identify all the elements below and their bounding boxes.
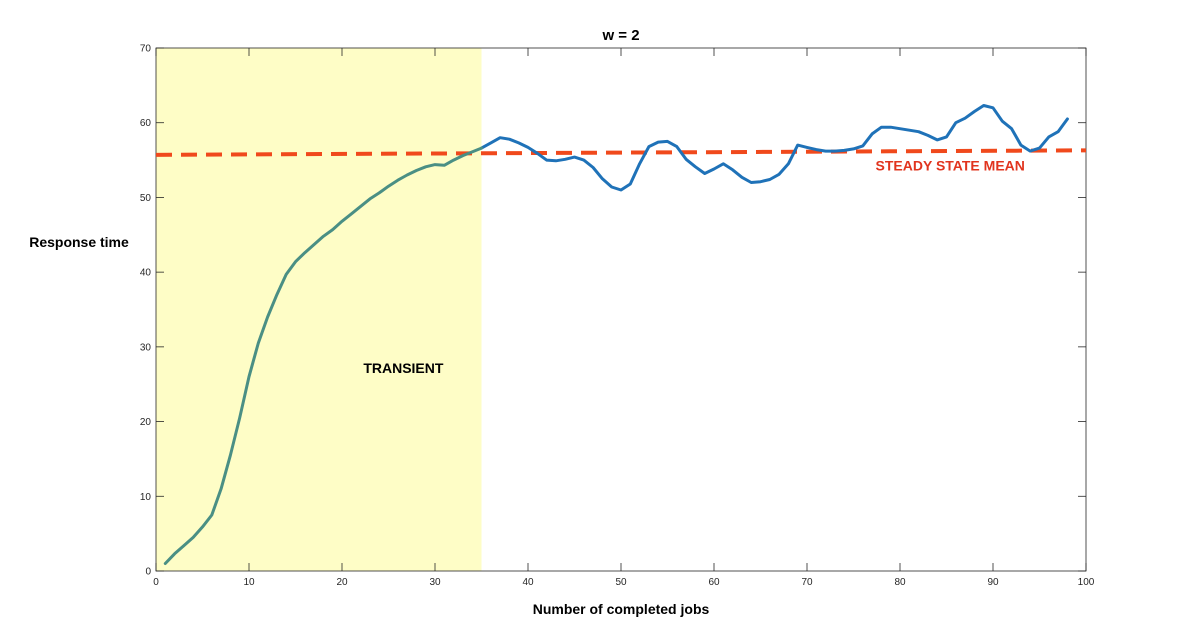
series-line-steady (480, 104, 1069, 192)
x-tick-label: 80 (894, 577, 906, 588)
x-tick-label: 30 (429, 577, 441, 588)
y-tick-label: 50 (140, 193, 152, 204)
x-tick-label: 20 (336, 577, 348, 588)
x-tick-label: 0 (153, 577, 159, 588)
y-tick-label: 70 (140, 44, 152, 55)
y-tick-label: 0 (145, 567, 151, 578)
x-tick-label: 90 (987, 577, 999, 588)
x-tick-label: 40 (522, 577, 534, 588)
x-tick-label: 100 (1078, 577, 1095, 588)
series-line-transient (163, 146, 483, 565)
y-tick-label: 30 (140, 342, 152, 353)
axis-ticks: 0 10 20 30 40 50 60 70 80 90 100 0 10 20 30 40 50 60 70 (140, 44, 1095, 589)
y-tick-label: 60 (140, 118, 152, 129)
x-tick-label: 10 (243, 577, 255, 588)
y-tick-label: 20 (140, 417, 152, 428)
chart-title: w = 2 (601, 27, 639, 44)
transient-region (156, 48, 482, 571)
x-tick-label: 70 (801, 577, 813, 588)
steady-state-mean-label: STEADY STATE MEAN (876, 158, 1025, 174)
x-axis-label: Number of completed jobs (533, 601, 710, 617)
y-tick-label: 40 (140, 268, 152, 279)
x-tick-label: 50 (615, 577, 627, 588)
transient-label: TRANSIENT (363, 360, 444, 376)
y-tick-label: 10 (140, 492, 152, 503)
x-tick-label: 60 (708, 577, 720, 588)
plot-area-border (155, 47, 1087, 572)
y-axis-label: Response time (29, 234, 129, 250)
steady-state-mean-line (155, 148, 1087, 157)
